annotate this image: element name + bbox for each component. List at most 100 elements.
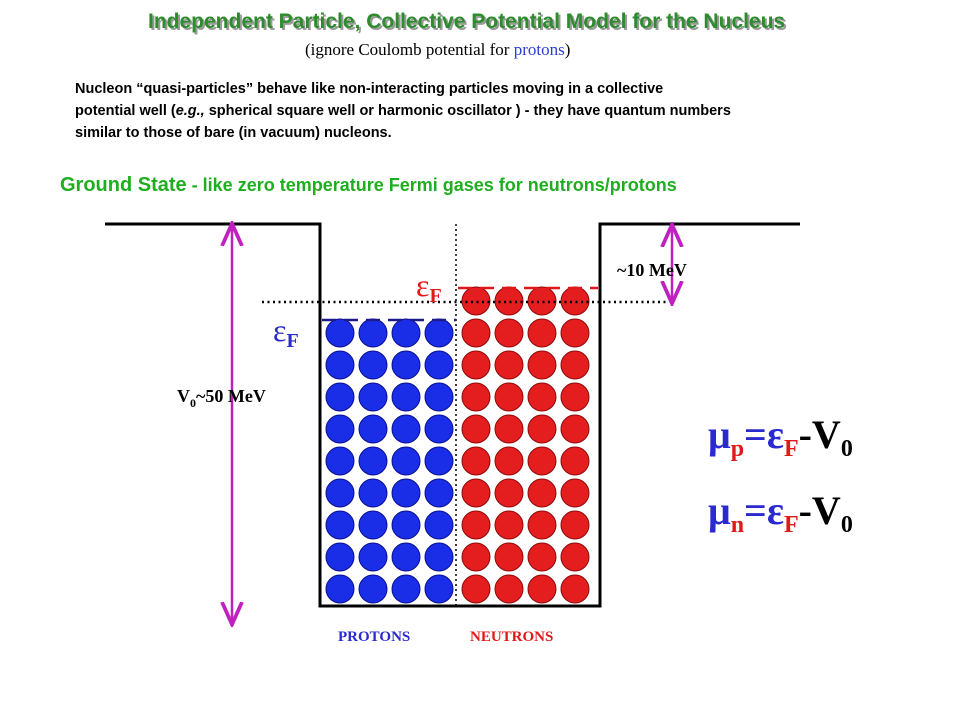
neutron: [527, 446, 557, 476]
intro-text: similar to those of bare (in vacuum) nuc…: [75, 125, 392, 141]
proton: [358, 478, 388, 508]
title-text: Independent Particle, Collective Potenti…: [148, 10, 785, 33]
proton: [358, 318, 388, 348]
depth-text: ~50 MeV: [196, 386, 266, 406]
intro-text: potential well (: [75, 103, 176, 119]
proton: [424, 414, 454, 444]
neutron: [461, 414, 491, 444]
neutron: [494, 382, 524, 412]
neutron: [560, 446, 590, 476]
proton: [424, 318, 454, 348]
neutron: [560, 478, 590, 508]
neutron: [461, 350, 491, 380]
proton: [325, 510, 355, 540]
proton: [358, 446, 388, 476]
proton: [391, 510, 421, 540]
proton: [325, 574, 355, 604]
neutron: [560, 382, 590, 412]
epsilon: ε: [767, 412, 784, 457]
depth-label: V0~50 MeV: [177, 386, 266, 410]
proton: [325, 318, 355, 348]
subscript: 0: [841, 512, 853, 538]
subscript: F: [784, 512, 799, 538]
neutron: [527, 542, 557, 572]
neutron: [461, 574, 491, 604]
neutron: [494, 350, 524, 380]
proton: [358, 414, 388, 444]
proton: [391, 318, 421, 348]
neutron: [494, 318, 524, 348]
proton: [424, 382, 454, 412]
neutron: [560, 414, 590, 444]
proton: [325, 350, 355, 380]
heading-rest: - like zero temperature Fermi gases for …: [187, 175, 677, 195]
neutron: [461, 382, 491, 412]
proton-fermi-label: εF: [273, 312, 299, 352]
depth-symbol: V: [177, 386, 190, 406]
proton: [391, 446, 421, 476]
heading-lead: Ground State: [60, 174, 187, 196]
epsilon: ε: [416, 267, 429, 303]
proton: [358, 382, 388, 412]
proton: [325, 382, 355, 412]
epsilon: ε: [273, 312, 286, 348]
title-shadow-text: Independent Particle, Collective Potenti…: [150, 12, 787, 35]
proton: [391, 414, 421, 444]
proton: [391, 350, 421, 380]
epsilon: ε: [767, 488, 784, 533]
neutron: [560, 318, 590, 348]
neutron: [494, 446, 524, 476]
proton: [358, 542, 388, 572]
subscript: n: [731, 512, 744, 538]
neutron: [527, 318, 557, 348]
equals: =: [744, 412, 767, 457]
gap-label: ~10 MeV: [617, 260, 687, 280]
neutron-fermi-label: εF: [416, 267, 442, 307]
heading: Ground State - like zero temperature Fer…: [60, 174, 677, 196]
protons-label: PROTONS: [338, 629, 410, 645]
subtitle-part: (ignore Coulomb potential for: [305, 40, 514, 59]
neutron: [461, 510, 491, 540]
neutron: [461, 542, 491, 572]
proton: [358, 510, 388, 540]
neutron: [494, 574, 524, 604]
proton: [391, 382, 421, 412]
proton: [325, 414, 355, 444]
neutron: [494, 510, 524, 540]
neutrons-label: NEUTRONS: [470, 629, 553, 645]
neutron: [461, 446, 491, 476]
subscript: p: [731, 436, 744, 462]
title: Independent Particle, Collective Potenti…: [148, 10, 785, 33]
subtitle-part: ): [565, 40, 571, 59]
neutron: [527, 510, 557, 540]
subscript: F: [784, 436, 799, 462]
proton: [424, 446, 454, 476]
proton: [358, 574, 388, 604]
intro-italic: e.g.,: [176, 103, 205, 119]
subtitle-protons: protons: [514, 40, 565, 59]
neutron: [527, 414, 557, 444]
neutron: [560, 542, 590, 572]
neutron: [494, 414, 524, 444]
proton: [424, 574, 454, 604]
neutron: [527, 478, 557, 508]
neutron: [527, 350, 557, 380]
intro-text: Nucleon “quasi-particles” behave like no…: [75, 81, 663, 97]
proton: [424, 350, 454, 380]
mu: μ: [708, 488, 731, 533]
proton: [391, 574, 421, 604]
equals: =: [744, 488, 767, 533]
neutron: [527, 382, 557, 412]
subscript: F: [286, 330, 298, 352]
mu: μ: [708, 412, 731, 457]
proton: [325, 446, 355, 476]
proton: [424, 542, 454, 572]
neutron: [560, 510, 590, 540]
equation: μn=εF-V0: [708, 488, 853, 538]
proton: [391, 542, 421, 572]
subscript: F: [429, 285, 441, 307]
neutron: [560, 574, 590, 604]
neutron: [461, 478, 491, 508]
subtitle: (ignore Coulomb potential for protons): [305, 40, 570, 59]
